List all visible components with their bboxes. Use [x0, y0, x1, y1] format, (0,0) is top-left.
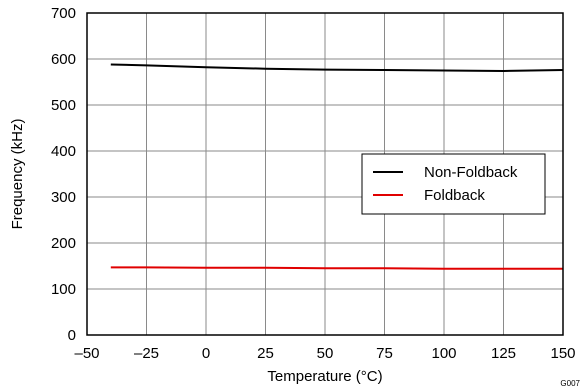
y-tick-label: 400 — [51, 143, 76, 160]
x-tick-label: 100 — [431, 345, 456, 362]
x-tick-label: 150 — [550, 345, 575, 362]
x-axis-title: Temperature (°C) — [267, 368, 382, 385]
x-tick-label: 25 — [257, 345, 274, 362]
x-tick-label: 50 — [317, 345, 334, 362]
y-tick-label: 700 — [51, 5, 76, 22]
y-tick-label: 600 — [51, 51, 76, 68]
y-tick-labels: 0 100 200 300 400 500 600 700 — [51, 5, 76, 344]
series-line-non-foldback — [110, 63, 564, 73]
legend-label-non-foldback: Non-Foldback — [424, 164, 518, 181]
x-tick-label: 125 — [491, 345, 516, 362]
y-tick-label: 500 — [51, 97, 76, 114]
legend-label-foldback: Foldback — [424, 187, 485, 204]
y-tick-label: 100 — [51, 281, 76, 298]
y-tick-label: 0 — [68, 327, 76, 344]
x-tick-label: –50 — [74, 345, 99, 362]
x-tick-labels: –50 –25 0 25 50 75 100 125 150 — [74, 345, 575, 362]
plot-frame — [86, 12, 564, 336]
legend: Non-Foldback Foldback — [361, 153, 546, 215]
y-tick-label: 200 — [51, 235, 76, 252]
x-tick-label: 0 — [202, 345, 210, 362]
y-axis-title: Frequency (kHz) — [9, 119, 26, 230]
series-layer — [110, 63, 564, 270]
y-tick-label: 300 — [51, 189, 76, 206]
series-line-foldback — [110, 266, 563, 270]
figure-code: G007 — [560, 379, 580, 388]
x-tick-label: 75 — [376, 345, 393, 362]
x-tick-label: –25 — [134, 345, 159, 362]
legend-box — [361, 153, 546, 215]
